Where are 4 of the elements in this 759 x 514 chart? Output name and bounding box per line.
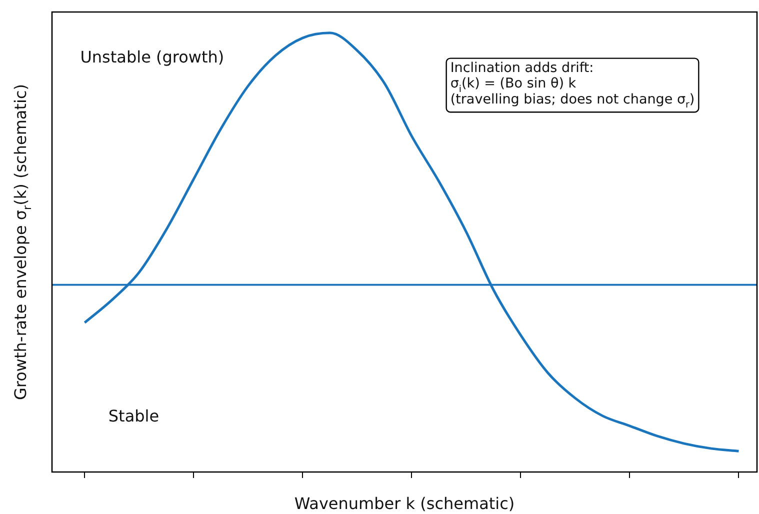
- x-axis-title: Wavenumber k (schematic): [294, 494, 515, 513]
- annotation: Stable: [108, 406, 160, 426]
- y-axis-title: Growth-rate envelope σr(k) (schematic): [11, 84, 34, 400]
- annotation: Unstable (growth): [80, 48, 224, 67]
